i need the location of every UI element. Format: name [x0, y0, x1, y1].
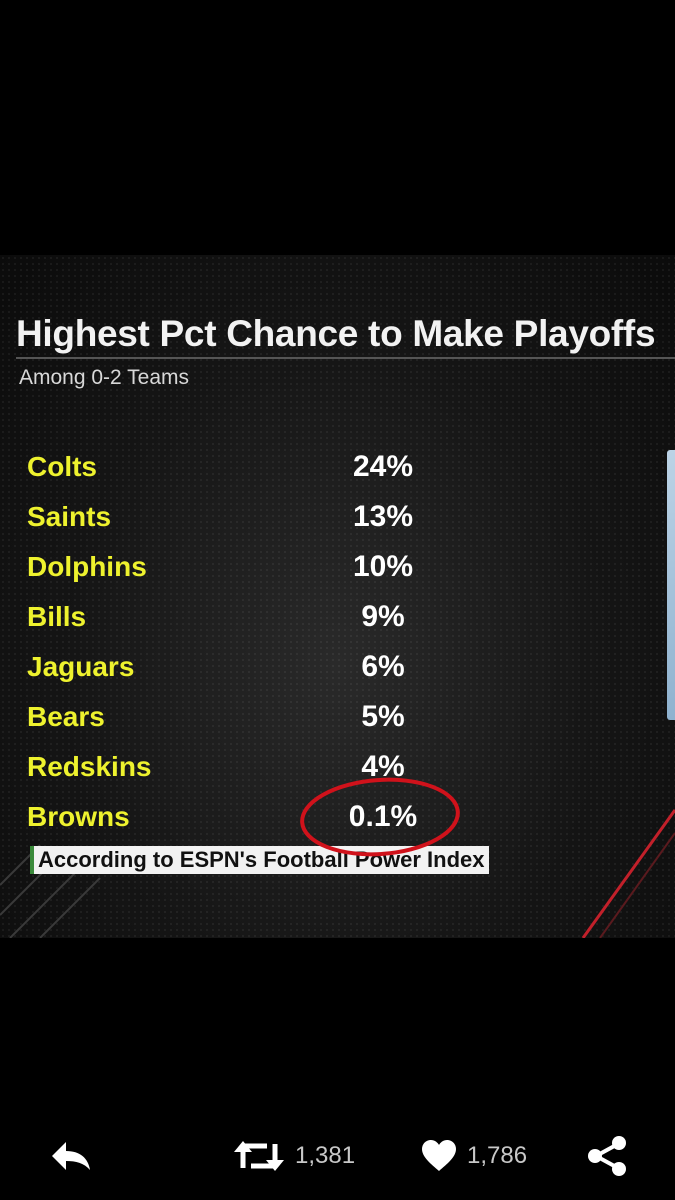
team-percentage: 9% — [361, 600, 405, 633]
team-name: Browns — [27, 801, 130, 832]
tweet-action-bar: 1,381 1,786 — [0, 1128, 675, 1184]
share-button[interactable] — [586, 1128, 628, 1184]
retweet-icon — [234, 1141, 284, 1171]
team-name: Dolphins — [27, 551, 147, 582]
team-name: Bears — [27, 701, 105, 732]
team-row: Colts 24% — [0, 447, 675, 487]
team-name: Bills — [27, 601, 87, 632]
team-name: Jaguars — [27, 651, 135, 682]
team-row: Saints 13% — [0, 497, 675, 537]
reply-button[interactable] — [48, 1128, 94, 1184]
team-row: Bears 5% — [0, 697, 675, 737]
source-caption: According to ESPN's Football Power Index — [30, 846, 489, 874]
team-name: Colts — [27, 451, 97, 482]
team-percentage: 13% — [352, 500, 414, 533]
share-icon — [588, 1136, 626, 1176]
heart-icon — [422, 1140, 456, 1171]
team-percentage: 0.1% — [348, 800, 418, 833]
team-percentage: 5% — [361, 700, 405, 733]
side-panel-edge — [667, 450, 675, 720]
retweet-button[interactable]: 1,381 — [233, 1128, 355, 1184]
team-row: Redskins 4% — [0, 747, 675, 787]
team-row: Jaguars 6% — [0, 647, 675, 687]
team-percentage: 10% — [352, 550, 414, 583]
like-count: 1,786 — [467, 1142, 528, 1169]
team-name: Redskins — [27, 751, 152, 782]
team-percentage: 6% — [361, 650, 405, 683]
graphic-title: Highest Pct Chance to Make Playoffs — [16, 313, 656, 354]
team-percentage: 24% — [352, 450, 414, 483]
graphic-subtitle: Among 0-2 Teams — [19, 366, 190, 389]
reply-icon — [52, 1142, 90, 1170]
media-image[interactable]: Highest Pct Chance to Make Playoffs Amon… — [0, 255, 675, 938]
team-name: Saints — [27, 501, 112, 532]
like-button[interactable]: 1,786 — [421, 1128, 527, 1184]
team-percentage: 4% — [361, 750, 405, 783]
retweet-count: 1,381 — [295, 1142, 356, 1169]
team-row: Bills 9% — [0, 597, 675, 637]
team-row: Browns 0.1% — [0, 797, 675, 837]
team-row: Dolphins 10% — [0, 547, 675, 587]
background-stripes — [0, 809, 675, 938]
title-divider — [16, 357, 675, 359]
